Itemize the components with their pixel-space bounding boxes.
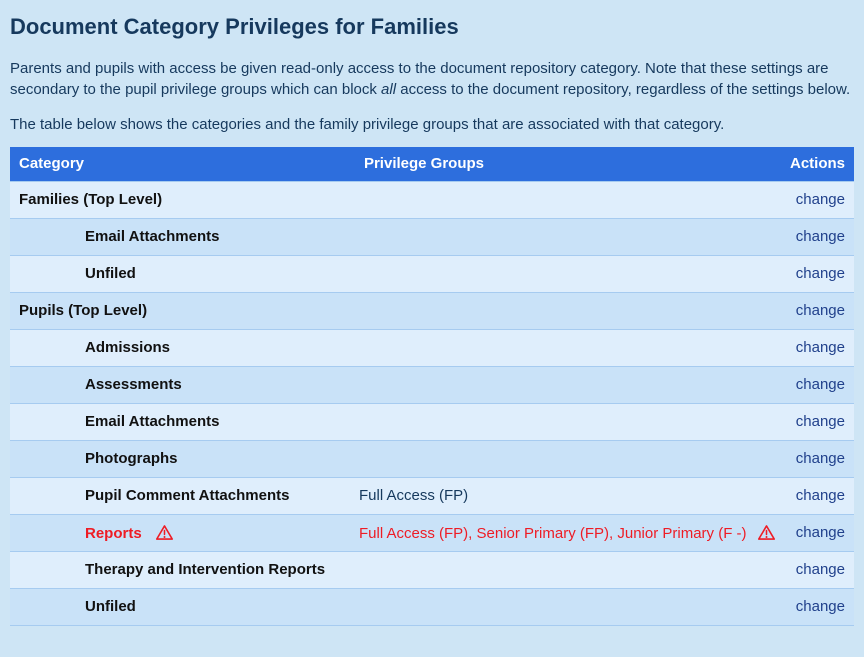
table-row: Families (Top Level) change (10, 181, 854, 219)
category-name: Reports (85, 524, 142, 542)
category-name: Families (Top Level) (19, 191, 163, 208)
category-name: Admissions (85, 339, 171, 356)
category-name: Assessments (85, 376, 182, 393)
change-link[interactable]: change (795, 524, 845, 541)
intro-text-after: access to the document repository, regar… (396, 81, 851, 98)
warning-triangle-icon (757, 524, 775, 540)
table-row: Photographs change (10, 440, 854, 478)
change-link[interactable]: change (795, 598, 845, 615)
intro-text-before: Parents and pupils with access be given … (10, 60, 829, 98)
category-name: Unfiled (85, 265, 136, 282)
category-table-header: Category Privilege Groups Actions (10, 147, 854, 182)
table-row: Pupils (Top Level) change (10, 292, 854, 330)
page-title: Document Category Privileges for Familie… (10, 14, 459, 39)
category-name: Unfiled (85, 598, 136, 615)
category-name: Photographs (85, 450, 178, 467)
change-link[interactable]: change (795, 413, 845, 430)
category-table-body: Families (Top Level) change Email Attach… (10, 181, 854, 626)
table-row: Unfiled change (10, 588, 854, 626)
warning-triangle-icon (155, 524, 173, 540)
privilege-groups: Full Access (FP), Senior Primary (FP), J… (359, 524, 747, 542)
privilege-groups: Full Access (FP) (359, 487, 469, 504)
category-name: Pupil Comment Attachments (85, 487, 290, 504)
table-row: Email Attachments change (10, 218, 854, 256)
table-row: Admissions change (10, 329, 854, 367)
table-row: Email Attachments change (10, 403, 854, 441)
change-link[interactable]: change (795, 191, 845, 208)
table-row: Assessments change (10, 366, 854, 404)
category-name: Email Attachments (85, 228, 220, 245)
intro-text-italic: all (381, 81, 397, 98)
change-link[interactable]: change (795, 450, 845, 467)
table-row: Unfiled change (10, 255, 854, 293)
table-row: Pupil Comment Attachments Full Access (F… (10, 477, 854, 515)
change-link[interactable]: change (795, 376, 845, 393)
column-header-privilege-groups: Privilege Groups (350, 147, 498, 182)
intro-paragraph: Parents and pupils with access be given … (10, 58, 854, 100)
table-row: Reports Full Access (FP), Senior Primary… (10, 514, 854, 552)
change-link[interactable]: change (795, 302, 845, 319)
category-name: Pupils (Top Level) (19, 302, 148, 319)
category-name: Therapy and Intervention Reports (85, 561, 326, 578)
change-link[interactable]: change (795, 487, 845, 504)
column-header-actions: Actions (498, 147, 854, 182)
change-link[interactable]: change (795, 561, 845, 578)
category-table: Category Privilege Groups Actions Famili… (10, 147, 854, 626)
change-link[interactable]: change (795, 228, 845, 245)
change-link[interactable]: change (795, 265, 845, 282)
table-row: Therapy and Intervention Reports change (10, 551, 854, 589)
header-row: Category Privilege Groups Actions (10, 147, 854, 182)
table-caption: The table below shows the categories and… (10, 116, 725, 133)
change-link[interactable]: change (795, 339, 845, 356)
category-name: Email Attachments (85, 413, 220, 430)
column-header-category: Category (10, 147, 350, 182)
